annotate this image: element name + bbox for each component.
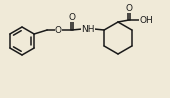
Text: O: O: [69, 13, 76, 22]
Text: O: O: [55, 25, 62, 34]
Text: OH: OH: [139, 15, 153, 24]
Text: NH: NH: [81, 24, 95, 34]
Text: O: O: [125, 4, 132, 13]
